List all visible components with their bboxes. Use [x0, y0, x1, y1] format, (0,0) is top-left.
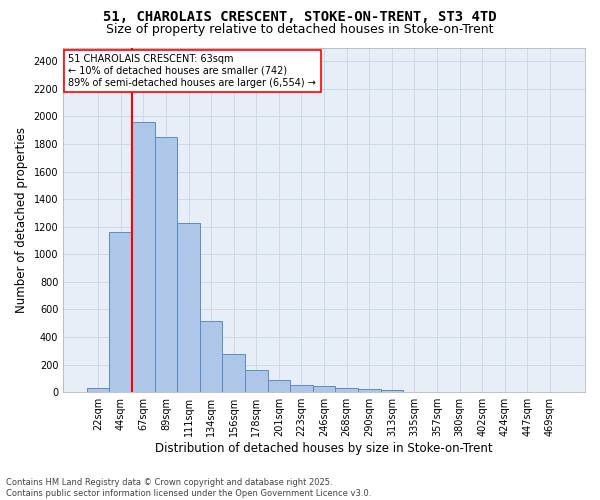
Bar [109, 232, 132, 392]
Bar [200, 321, 223, 392]
Y-axis label: Number of detached properties: Number of detached properties [15, 127, 28, 313]
Text: Contains HM Land Registry data © Crown copyright and database right 2025.
Contai: Contains HM Land Registry data © Crown c… [6, 478, 371, 498]
Bar [177, 222, 200, 392]
Bar [380, 390, 403, 392]
Bar [290, 386, 313, 392]
Bar [155, 137, 177, 392]
Text: 51, CHAROLAIS CRESCENT, STOKE-ON-TRENT, ST3 4TD: 51, CHAROLAIS CRESCENT, STOKE-ON-TRENT, … [103, 10, 497, 24]
Bar [358, 390, 380, 392]
Bar [313, 386, 335, 392]
Bar [132, 122, 155, 392]
Bar [87, 388, 109, 392]
Bar [335, 388, 358, 392]
Text: 51 CHAROLAIS CRESCENT: 63sqm
← 10% of detached houses are smaller (742)
89% of s: 51 CHAROLAIS CRESCENT: 63sqm ← 10% of de… [68, 54, 316, 88]
X-axis label: Distribution of detached houses by size in Stoke-on-Trent: Distribution of detached houses by size … [155, 442, 493, 455]
Text: Size of property relative to detached houses in Stoke-on-Trent: Size of property relative to detached ho… [106, 22, 494, 36]
Bar [245, 370, 268, 392]
Bar [268, 380, 290, 392]
Bar [223, 354, 245, 392]
